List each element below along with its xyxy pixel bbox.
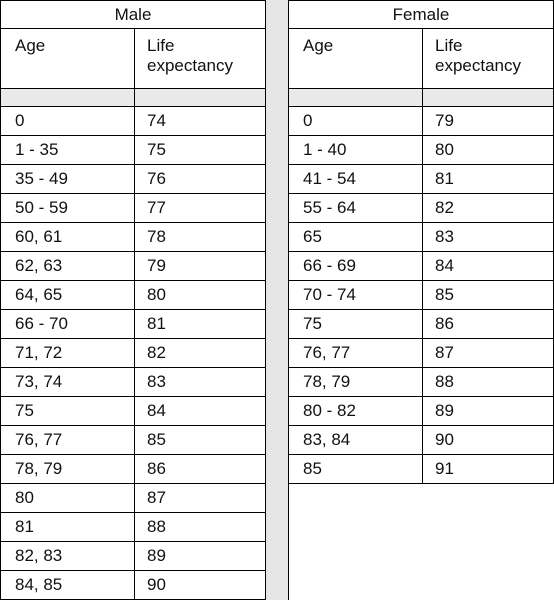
male-age-cell: 64, 65 (0, 280, 135, 310)
female-title: Female (392, 4, 450, 24)
female-age-cell: 0 (288, 106, 423, 136)
female-age-cell: 78, 79 (288, 367, 423, 397)
male-age-spacer-row (0, 88, 135, 107)
female-age-cell: 41 - 54 (288, 164, 423, 194)
male-age-cell: 50 - 59 (0, 193, 135, 223)
female-age-cell: 80 - 82 (288, 396, 423, 426)
female-age-cell: 70 - 74 (288, 280, 423, 310)
column-gap (265, 0, 289, 600)
male-age-cell: 60, 61 (0, 222, 135, 252)
female-age-cell: 85 (288, 454, 423, 484)
male-life-expectancy-cell: 87 (134, 483, 266, 513)
male-age-cell: 62, 63 (0, 251, 135, 281)
male-life-spacer-row (134, 88, 266, 107)
female-life-expectancy-cell: 83 (422, 222, 554, 252)
female-life-expectancy-cell: 81 (422, 164, 554, 194)
male-life-expectancy-cell: 90 (134, 570, 266, 600)
male-life-expectancy-cell: 85 (134, 425, 266, 455)
male-age-cell: 0 (0, 106, 135, 136)
male-age-cell: 84, 85 (0, 570, 135, 600)
male-life-expectancy-cell: 84 (134, 396, 266, 426)
female-life-expectancy-cell: 91 (422, 454, 554, 484)
female-life-expectancy-cell: 90 (422, 425, 554, 455)
male-life-expectancy-cell: 81 (134, 309, 266, 339)
male-life-expectancy-cell: 83 (134, 367, 266, 397)
female-age-cell: 66 - 69 (288, 251, 423, 281)
female-life-expectancy-cell: 80 (422, 135, 554, 165)
male-age-cell: 66 - 70 (0, 309, 135, 339)
male-age-cell: 75 (0, 396, 135, 426)
female-age-cell: 65 (288, 222, 423, 252)
male-life-expectancy-cell: 88 (134, 512, 266, 542)
female-life-expectancy-cell: 89 (422, 396, 554, 426)
male-age-cell: 71, 72 (0, 338, 135, 368)
female-age-cell: 1 - 40 (288, 135, 423, 165)
male-life-expectancy-cell: 77 (134, 193, 266, 223)
male-age-cell: 82, 83 (0, 541, 135, 571)
male-life-expectancy-cell: 82 (134, 338, 266, 368)
male-life-expectancy-cell: 75 (134, 135, 266, 165)
female-life-expectancy-cell: 86 (422, 309, 554, 339)
female-life-expectancy-cell: 85 (422, 280, 554, 310)
female-life-expectancy-cell: 87 (422, 338, 554, 368)
male-life-expectancy-cell: 76 (134, 164, 266, 194)
male-life-expectancy-cell: 79 (134, 251, 266, 281)
male-header: Male (0, 0, 266, 29)
female-age-spacer-row (288, 88, 423, 107)
male-age-column-header: Age (0, 28, 135, 89)
male-age-cell: 35 - 49 (0, 164, 135, 194)
female-life-expectancy-cell: 84 (422, 251, 554, 281)
male-age-cell: 1 - 35 (0, 135, 135, 165)
male-life-expectancy-column-header: Life expectancy (134, 28, 266, 89)
female-age-cell: 83, 84 (288, 425, 423, 455)
male-life-expectancy-cell: 86 (134, 454, 266, 484)
female-age-column-header: Age (288, 28, 423, 89)
male-age-cell: 73, 74 (0, 367, 135, 397)
female-life-expectancy-cell: 82 (422, 193, 554, 223)
female-life-expectancy-cell: 79 (422, 106, 554, 136)
male-life-expectancy-cell: 74 (134, 106, 266, 136)
female-life-spacer-row (422, 88, 554, 107)
female-age-cell: 76, 77 (288, 338, 423, 368)
male-life-expectancy-cell: 78 (134, 222, 266, 252)
male-life-expectancy-cell: 89 (134, 541, 266, 571)
male-title: Male (114, 4, 152, 24)
male-age-cell: 78, 79 (0, 454, 135, 484)
male-age-cell: 76, 77 (0, 425, 135, 455)
male-age-cell: 80 (0, 483, 135, 513)
female-life-expectancy-cell: 88 (422, 367, 554, 397)
male-age-cell: 81 (0, 512, 135, 542)
male-life-expectancy-cell: 80 (134, 280, 266, 310)
female-age-cell: 75 (288, 309, 423, 339)
female-age-cell: 55 - 64 (288, 193, 423, 223)
female-life-expectancy-column-header: Life expectancy (422, 28, 554, 89)
female-header: Female (288, 0, 554, 29)
